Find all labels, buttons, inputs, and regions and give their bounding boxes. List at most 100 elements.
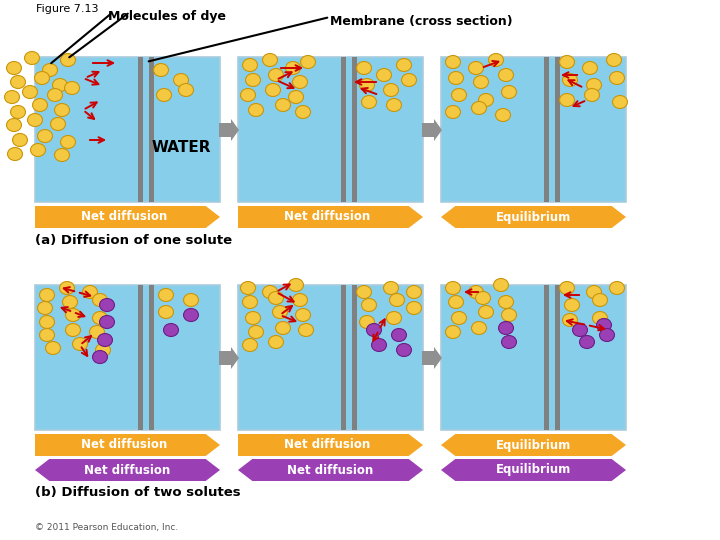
Ellipse shape	[263, 53, 277, 66]
Polygon shape	[441, 434, 626, 456]
Bar	[352, 57, 357, 202]
Text: Net diffusion: Net diffusion	[81, 211, 167, 224]
Ellipse shape	[593, 294, 608, 307]
Ellipse shape	[55, 104, 69, 117]
Ellipse shape	[24, 51, 40, 64]
Polygon shape	[238, 206, 423, 228]
Ellipse shape	[263, 286, 277, 299]
Ellipse shape	[390, 294, 405, 307]
Ellipse shape	[269, 335, 284, 348]
Ellipse shape	[163, 323, 179, 336]
Ellipse shape	[495, 109, 510, 122]
Ellipse shape	[475, 292, 490, 305]
Ellipse shape	[97, 334, 112, 347]
Bar	[544, 57, 549, 202]
Ellipse shape	[269, 69, 284, 82]
Ellipse shape	[32, 98, 48, 111]
Text: Molecules of dye: Molecules of dye	[108, 10, 226, 23]
Ellipse shape	[498, 69, 513, 82]
Bar	[35, 57, 220, 202]
Ellipse shape	[446, 56, 461, 69]
Text: Equilibrium: Equilibrium	[496, 438, 571, 451]
Polygon shape	[219, 347, 239, 369]
Ellipse shape	[580, 335, 595, 348]
Polygon shape	[238, 459, 423, 481]
Bar	[238, 285, 423, 430]
Ellipse shape	[446, 326, 461, 339]
Ellipse shape	[35, 71, 50, 84]
Ellipse shape	[449, 71, 464, 84]
Ellipse shape	[407, 301, 421, 314]
Ellipse shape	[361, 96, 377, 109]
Ellipse shape	[93, 312, 107, 325]
Ellipse shape	[359, 78, 374, 91]
Ellipse shape	[7, 147, 22, 160]
Ellipse shape	[269, 292, 284, 305]
Text: Net diffusion: Net diffusion	[284, 438, 370, 451]
Ellipse shape	[564, 299, 580, 312]
Bar	[149, 57, 154, 202]
Ellipse shape	[248, 326, 264, 339]
Ellipse shape	[356, 62, 372, 75]
Polygon shape	[35, 459, 220, 481]
Ellipse shape	[361, 299, 377, 312]
Ellipse shape	[597, 319, 611, 332]
Ellipse shape	[55, 148, 69, 161]
Ellipse shape	[587, 286, 601, 299]
Ellipse shape	[559, 281, 575, 294]
Ellipse shape	[479, 93, 493, 106]
Ellipse shape	[292, 76, 307, 89]
Ellipse shape	[65, 82, 79, 94]
Ellipse shape	[562, 314, 577, 327]
Ellipse shape	[295, 308, 310, 321]
Ellipse shape	[451, 312, 467, 325]
Polygon shape	[35, 434, 220, 456]
Ellipse shape	[446, 281, 461, 294]
Ellipse shape	[384, 281, 398, 294]
Text: Net diffusion: Net diffusion	[81, 438, 167, 451]
Text: Net diffusion: Net diffusion	[284, 211, 370, 224]
Ellipse shape	[559, 56, 575, 69]
Ellipse shape	[276, 98, 290, 111]
Ellipse shape	[179, 84, 194, 97]
Ellipse shape	[11, 105, 25, 118]
Ellipse shape	[493, 279, 508, 292]
Ellipse shape	[489, 53, 503, 66]
Ellipse shape	[469, 286, 483, 299]
Ellipse shape	[610, 281, 624, 294]
Text: WATER: WATER	[151, 139, 211, 154]
Ellipse shape	[502, 308, 516, 321]
Bar	[138, 57, 143, 202]
Bar	[352, 285, 357, 430]
Text: Figure 7.13: Figure 7.13	[36, 4, 99, 14]
Ellipse shape	[243, 339, 258, 352]
Ellipse shape	[286, 62, 300, 75]
Ellipse shape	[384, 84, 398, 97]
Bar	[138, 285, 143, 430]
Ellipse shape	[446, 105, 461, 118]
Ellipse shape	[289, 279, 303, 292]
Ellipse shape	[273, 306, 287, 319]
Ellipse shape	[30, 144, 45, 157]
Ellipse shape	[240, 89, 256, 102]
Ellipse shape	[153, 64, 168, 77]
Bar	[341, 285, 346, 430]
Ellipse shape	[299, 323, 313, 336]
Ellipse shape	[60, 53, 76, 66]
Ellipse shape	[562, 73, 577, 86]
Ellipse shape	[48, 89, 63, 102]
Ellipse shape	[474, 76, 488, 89]
Ellipse shape	[240, 281, 256, 294]
Bar	[441, 57, 626, 202]
Ellipse shape	[498, 295, 513, 308]
Text: © 2011 Pearson Education, Inc.: © 2011 Pearson Education, Inc.	[35, 523, 179, 532]
Ellipse shape	[387, 312, 402, 325]
Ellipse shape	[89, 326, 104, 339]
Bar	[544, 285, 549, 430]
Bar	[149, 285, 154, 430]
Ellipse shape	[248, 104, 264, 117]
Ellipse shape	[83, 286, 97, 299]
Ellipse shape	[356, 286, 372, 299]
Polygon shape	[441, 459, 626, 481]
Ellipse shape	[50, 118, 66, 131]
